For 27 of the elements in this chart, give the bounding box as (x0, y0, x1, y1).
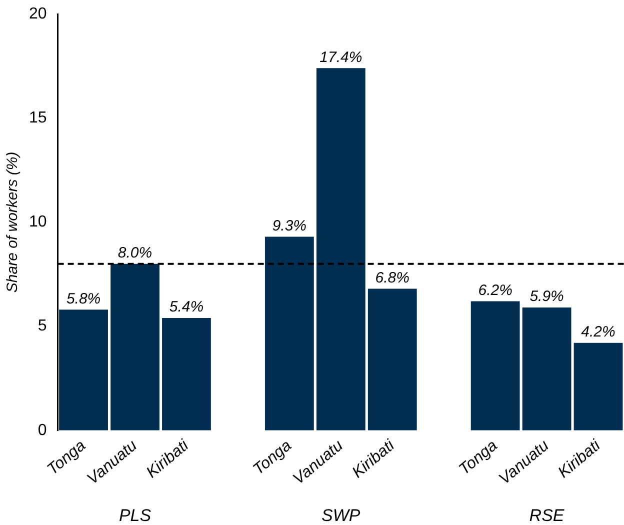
bar (522, 308, 572, 430)
data-label: 8.0% (118, 244, 152, 262)
y-tick-label: 15 (29, 109, 47, 126)
y-tick-label: 5 (38, 318, 47, 335)
y-axis-title: Share of workers (%) (4, 152, 22, 293)
bar (316, 68, 366, 430)
data-label: 6.8% (375, 269, 410, 286)
y-tick-label: 20 (29, 5, 47, 22)
data-label: 4.2% (581, 324, 616, 341)
data-label: 9.3% (272, 217, 307, 234)
data-label: 6.2% (478, 282, 512, 299)
bar (264, 236, 314, 430)
data-label: 5.4% (169, 298, 204, 316)
bar (470, 301, 520, 430)
data-label: 5.8% (66, 290, 101, 308)
text: PLS (118, 506, 152, 525)
bar (162, 318, 211, 430)
data-label: 17.4% (320, 48, 362, 66)
data-label: 5.9% (530, 288, 564, 306)
bar (110, 264, 160, 430)
y-tick-label: 10 (29, 214, 47, 231)
y-tick-label: 0 (38, 422, 47, 439)
text: RSE (529, 506, 565, 525)
bar (574, 342, 623, 430)
bar (59, 310, 108, 430)
bar (368, 288, 417, 430)
text: SWP (322, 506, 361, 525)
